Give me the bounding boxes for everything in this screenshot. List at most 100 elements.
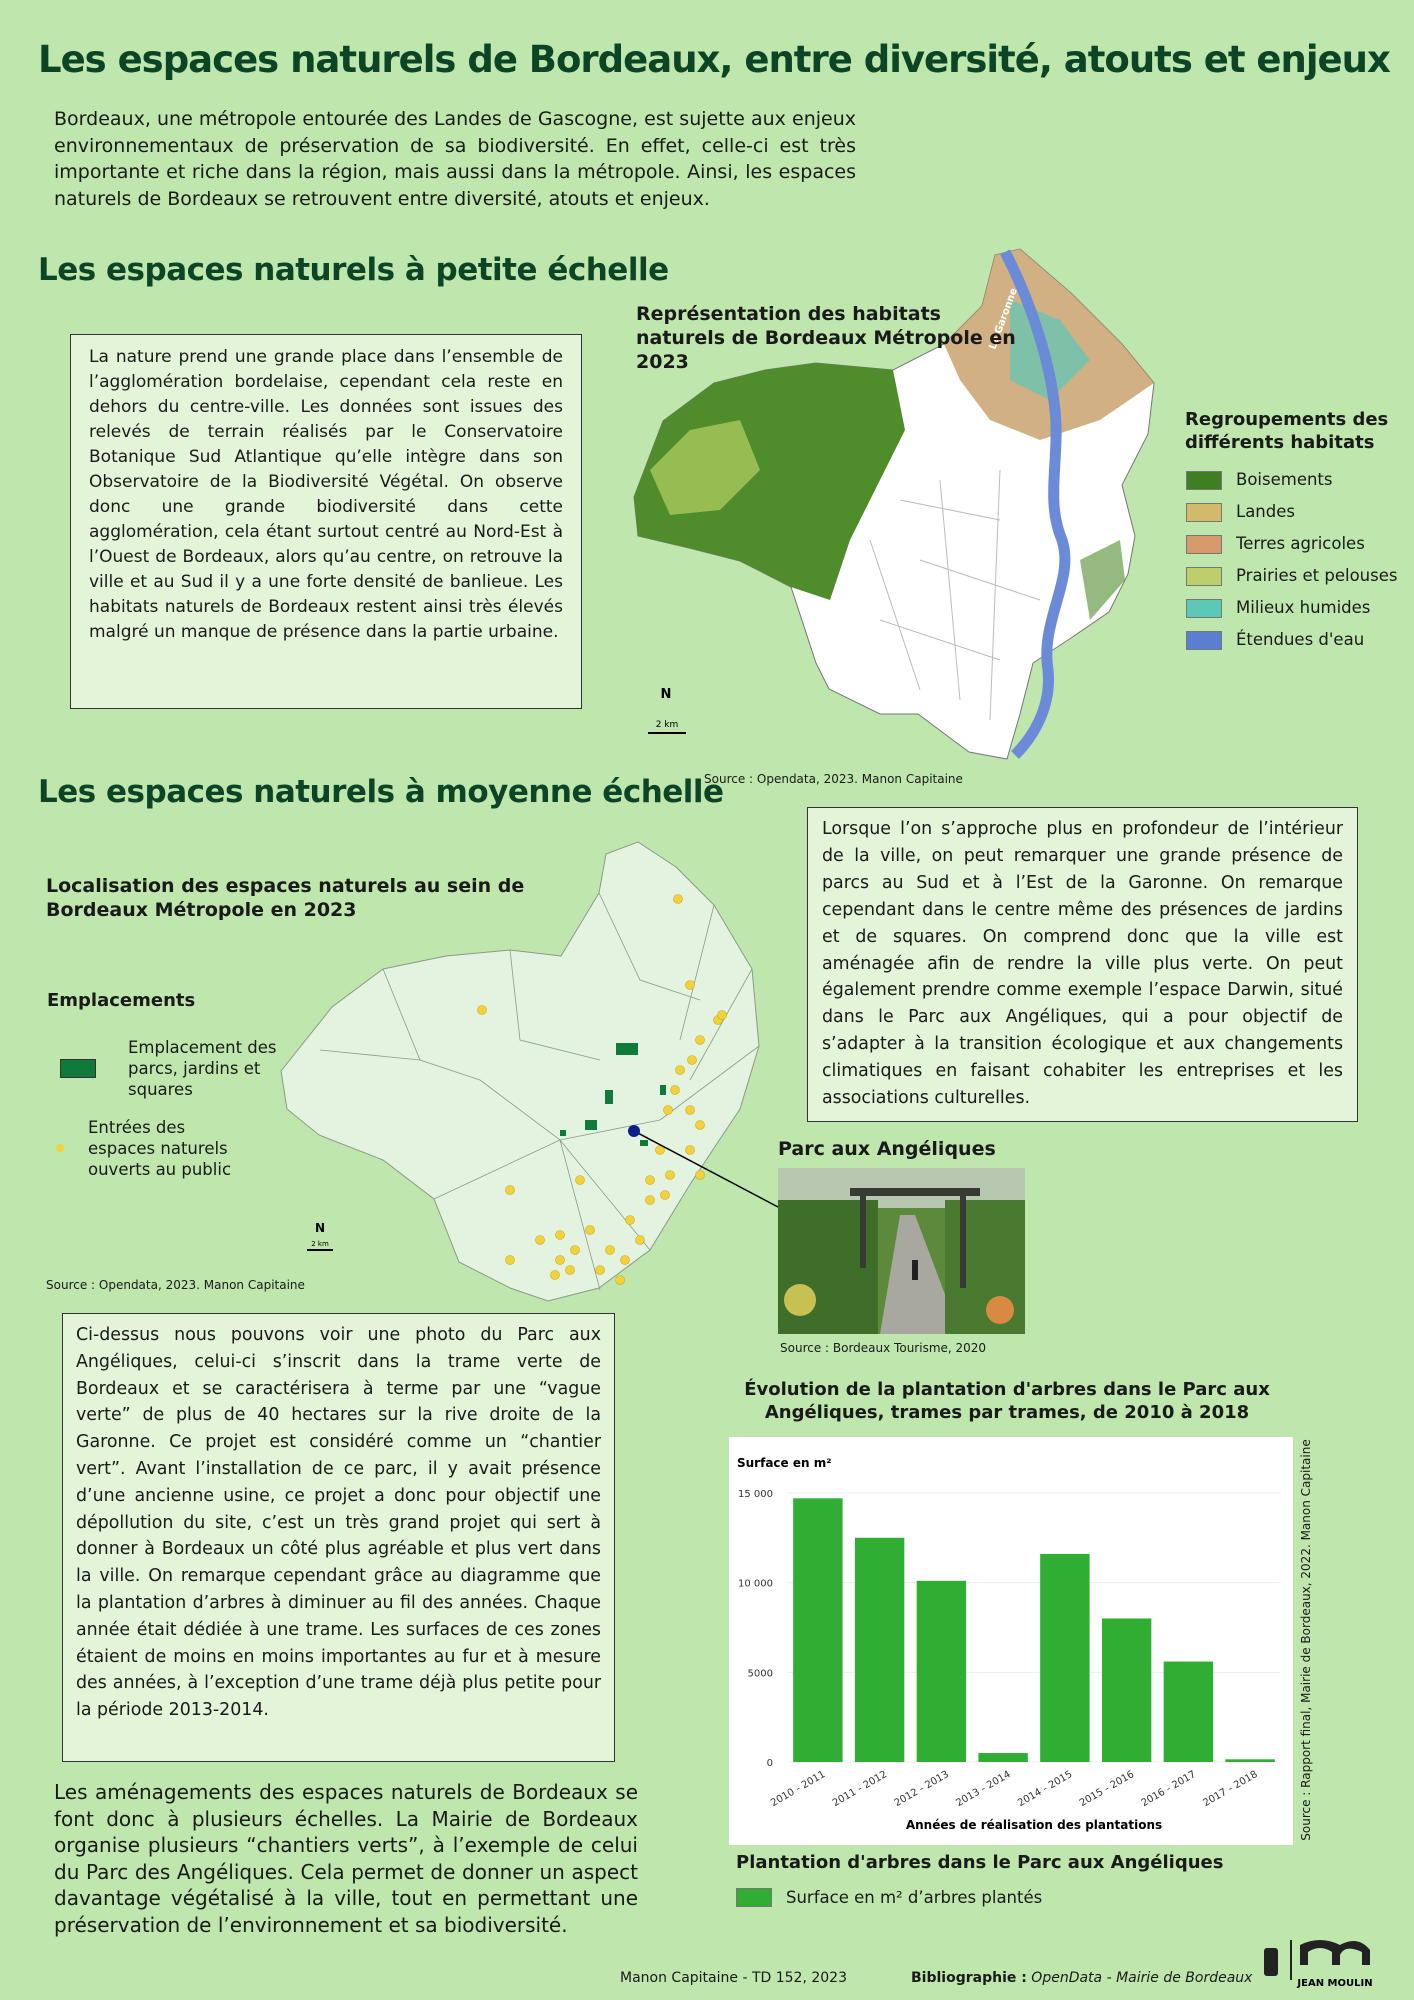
legend-label: Étendues d'eau xyxy=(1236,630,1365,649)
map-title: Localisation des espaces naturels au sei… xyxy=(46,875,525,921)
entrance-dot xyxy=(620,1255,630,1265)
legend-label: Landes xyxy=(1236,502,1295,521)
chart-title: Évolution de la plantation d'arbres dans… xyxy=(744,1379,1270,1423)
entrance-dot xyxy=(555,1230,565,1240)
entrance-dot xyxy=(615,1275,625,1285)
entrance-dot xyxy=(695,1170,705,1180)
bar xyxy=(1101,1618,1152,1762)
entrance-dot xyxy=(645,1175,655,1185)
chart: Surface en m² 0 5000 10 000 15 000 2010 - 201… xyxy=(729,1437,1293,1845)
entrance-dot xyxy=(685,1145,695,1155)
entrance-dot xyxy=(575,1175,585,1185)
entrance-dot xyxy=(555,1255,565,1265)
entrance-dot xyxy=(477,1005,487,1015)
entrance-dot xyxy=(665,1170,675,1180)
bar xyxy=(1163,1661,1214,1762)
legend-swatch xyxy=(1186,566,1222,586)
entrance-dot xyxy=(585,1225,595,1235)
entrance-dot xyxy=(675,1065,685,1075)
north-arrow: N xyxy=(661,687,672,702)
map1-woods xyxy=(634,363,905,600)
map1-meadows xyxy=(650,420,760,515)
entrance-dot xyxy=(685,980,695,990)
chart-source: Source : Rapport final, Mairie de Bordea… xyxy=(1299,1439,1313,1841)
text-box: Lorsque l’on s’approche plus en profonde… xyxy=(807,807,1358,1122)
legend-swatch xyxy=(60,1058,96,1078)
x-tick-label: 2011 - 2012 xyxy=(831,1769,889,1809)
legend-swatch xyxy=(1186,502,1222,522)
title: Les espaces naturels de Bordeaux, entre … xyxy=(38,38,1391,81)
legend-item: Entrées des espaces naturels ouverts au … xyxy=(56,1108,280,1188)
bar xyxy=(1040,1553,1090,1762)
legend-item: Emplacement des parcs, jardins et square… xyxy=(60,1028,280,1108)
map2-communes xyxy=(319,892,760,1291)
x-tick-label: 2015 - 2016 xyxy=(1078,1769,1136,1809)
photo-title: Parc aux Angéliques xyxy=(778,1138,996,1160)
photo xyxy=(778,1168,1025,1334)
legend-swatch xyxy=(736,1888,772,1907)
entrance-dot xyxy=(673,894,683,904)
entrance-dot xyxy=(535,1235,545,1245)
entrance-dot xyxy=(625,1215,635,1225)
legend-item: Prairies et pelouses xyxy=(1186,560,1406,592)
legend-item: Surface en m² d’arbres plantés xyxy=(736,1888,1042,1907)
map1-streets xyxy=(869,469,1041,721)
legend-label: Surface en m² d’arbres plantés xyxy=(786,1887,1043,1907)
connector-dot xyxy=(628,1125,640,1137)
x-tick-label: 2010 - 2011 xyxy=(769,1769,827,1809)
entrance-dot xyxy=(605,1245,615,1255)
legend-label: Entrées des espaces naturels ouverts au … xyxy=(88,1117,232,1179)
bar xyxy=(793,1498,843,1762)
bibliography-label: Bibliographie : xyxy=(911,1970,1027,1986)
entrance-dot xyxy=(717,1010,727,1020)
legend: Emplacement des parcs, jardins et square… xyxy=(56,1028,280,1188)
x-tick-label: 2012 - 2013 xyxy=(893,1769,951,1809)
section-heading: Les espaces naturels à petite échelle xyxy=(38,252,669,288)
bibliography: Bibliographie : OpenData - Mairie de Bor… xyxy=(911,1970,1252,1986)
north-arrow: N xyxy=(315,1221,325,1235)
x-tick-label: 2014 - 2015 xyxy=(1016,1769,1074,1809)
entrance-dot xyxy=(505,1255,515,1265)
y-tick-label: 15 000 xyxy=(738,1489,773,1500)
legend-title: Regroupements des différents habitats xyxy=(1185,409,1389,453)
map1-river xyxy=(1000,249,1071,759)
legend-swatch xyxy=(1186,630,1222,650)
legend-item: Milieux humides xyxy=(1186,592,1406,624)
entrance-dot xyxy=(695,1035,705,1045)
legend-label: Emplacement des parcs, jardins et square… xyxy=(128,1037,277,1099)
map-title: Représentation des habitats naturels de … xyxy=(636,303,1016,373)
university: JEAN MOULIN xyxy=(1296,1978,1372,1989)
entrance-dot xyxy=(595,1265,605,1275)
scale-label: 2 km xyxy=(311,1240,329,1248)
x-axis-label: Années de réalisation des plantations xyxy=(906,1818,1162,1832)
entrance-dot xyxy=(670,1085,680,1095)
author: Manon Capitaine - TD 152, 2023 xyxy=(620,1970,847,1986)
bar xyxy=(1225,1759,1275,1762)
legend-label: Milieux humides xyxy=(1236,598,1371,617)
legend-item: Terres agricoles xyxy=(1186,528,1406,560)
map2-entrances xyxy=(477,894,727,1285)
source: Source : Opendata, 2023. Manon Capitaine xyxy=(46,1278,305,1292)
legend-swatch xyxy=(56,1144,64,1152)
bar xyxy=(854,1537,905,1762)
conclusion: Les aménagements des espaces naturels de… xyxy=(54,1780,638,1937)
map2-outline xyxy=(280,841,760,1302)
entrance-dot xyxy=(550,1270,560,1280)
y-tick-label: 10 000 xyxy=(738,1579,773,1590)
connector xyxy=(633,1130,779,1208)
entrance-dot xyxy=(660,1190,670,1200)
entrance-dot xyxy=(663,1105,673,1115)
legend: Surface en m² d’arbres plantés xyxy=(736,1888,1042,1907)
legend-label: Boisements xyxy=(1236,470,1333,489)
entrance-dot xyxy=(645,1195,655,1205)
legend-item: Étendues d'eau xyxy=(1186,624,1406,656)
x-tick-label: 2013 - 2014 xyxy=(954,1769,1012,1809)
y-tick-label: 0 xyxy=(767,1758,773,1769)
legend-item: Landes xyxy=(1186,496,1406,528)
entrance-dot xyxy=(685,1105,695,1115)
entrance-dot xyxy=(687,1055,697,1065)
map2-parks xyxy=(560,1043,666,1146)
bar xyxy=(916,1580,967,1762)
